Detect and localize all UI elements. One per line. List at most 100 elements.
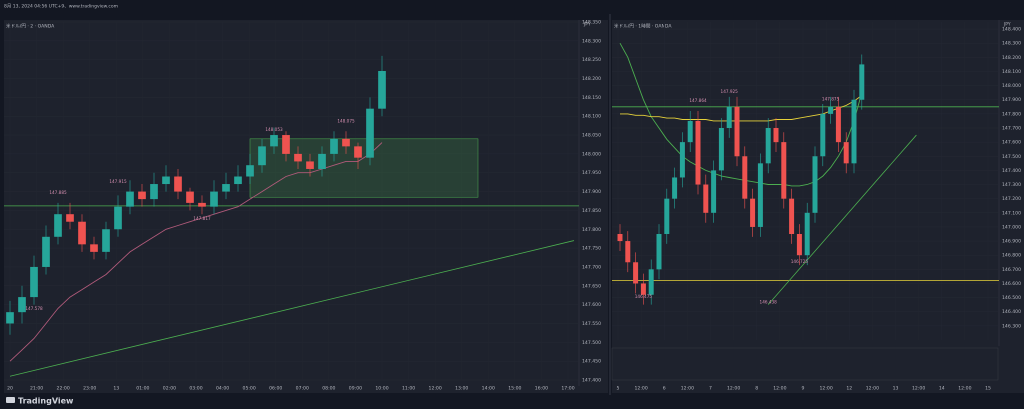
price-annotation: 146.475 (635, 294, 653, 299)
candle-body (640, 283, 646, 295)
candle-body (672, 177, 678, 199)
candle-body (18, 297, 26, 313)
trend-line (9, 240, 575, 377)
x-tick-label: 10:00 (375, 386, 388, 392)
candle-body (648, 269, 654, 295)
candle-body (210, 191, 218, 207)
candle-body (366, 108, 374, 158)
candle-body (804, 212, 810, 256)
y-tick-label: 146.900 (1002, 239, 1021, 245)
candle-body (812, 156, 818, 213)
candle-body (789, 198, 795, 234)
candle-body (150, 184, 158, 200)
x-tick-label: 12:00 (681, 386, 694, 392)
candle-body (66, 214, 74, 222)
candle-body (757, 163, 763, 227)
x-tick-label: 11:00 (402, 386, 415, 392)
y-tick-label: 147.400 (582, 378, 601, 384)
candle-body (90, 244, 98, 252)
candle-body (354, 146, 362, 158)
trend-line (767, 134, 917, 305)
candle-body (711, 170, 717, 213)
candle-body (54, 214, 62, 237)
indicator-pane (611, 347, 999, 381)
price-annotation: 147.885 (49, 190, 67, 195)
x-tick-label: 14:00 (482, 386, 495, 392)
candle-body (742, 156, 748, 199)
candle-body (734, 106, 740, 157)
y-tick-label: 147.800 (582, 227, 601, 233)
y-tick-label: 147.000 (1002, 224, 1021, 230)
candle-body (294, 153, 302, 162)
x-tick-label: 12:00 (866, 386, 879, 392)
x-tick-label: 13 (113, 386, 119, 392)
axis-unit: JPY (583, 22, 591, 28)
candle-body (30, 266, 38, 298)
candle-body (679, 142, 685, 178)
x-tick-label: 08:00 (322, 386, 335, 392)
x-tick-label: 21:00 (30, 386, 43, 392)
candle-body (114, 206, 122, 230)
candle-body (318, 153, 326, 169)
moving-average (9, 142, 383, 362)
candle-body (617, 234, 623, 242)
candle-body (198, 202, 206, 207)
y-tick-label: 148.000 (1002, 83, 1021, 89)
x-tick-label: 12:00 (429, 386, 442, 392)
y-tick-label: 148.200 (1002, 55, 1021, 61)
header: 8月 13, 2024 04:56 UTC+9、www.tradingview.… (4, 4, 118, 10)
x-tick-label: 06:00 (269, 386, 282, 392)
x-tick-label: 13 (893, 386, 899, 392)
y-tick-label: 148.000 (582, 151, 601, 157)
x-tick-label: 07:00 (296, 386, 309, 392)
candle-body (718, 128, 724, 171)
y-tick-label: 148.300 (582, 38, 601, 44)
x-tick-label: 9 (802, 386, 805, 392)
candle-body (695, 120, 701, 185)
price-annotation: 147.578 (25, 306, 43, 311)
y-tick-label: 147.400 (1002, 168, 1021, 174)
y-tick-label: 147.800 (1002, 111, 1021, 117)
y-tick-label: 148.300 (1002, 41, 1021, 47)
price-annotation: 146.438 (760, 299, 778, 304)
x-tick-label: 09:00 (349, 386, 362, 392)
candle-body (820, 113, 826, 157)
candle-body (246, 165, 254, 177)
candle-body (773, 128, 779, 143)
candle-body (828, 106, 834, 114)
price-annotation: 146.725 (791, 259, 809, 264)
y-tick-label: 148.100 (1002, 69, 1021, 75)
candle-body (851, 99, 857, 164)
y-tick-label: 148.100 (582, 114, 601, 120)
x-tick-label: 12:00 (773, 386, 786, 392)
y-tick-label: 147.300 (1002, 182, 1021, 188)
x-tick-label: 17:00 (561, 386, 574, 392)
left-pane (4, 20, 608, 393)
y-tick-label: 147.500 (1002, 154, 1021, 160)
candle-body (42, 236, 50, 267)
x-tick-label: 8 (755, 386, 758, 392)
candle-body (625, 241, 631, 263)
y-tick-label: 147.650 (582, 283, 601, 289)
candle-body (102, 229, 110, 252)
x-tick-label: 12 (846, 386, 852, 392)
candle-body (781, 142, 787, 199)
candle-body (859, 64, 865, 100)
y-tick-label: 148.400 (1002, 27, 1021, 33)
y-tick-label: 147.850 (582, 208, 601, 214)
price-annotation: 147.925 (721, 89, 739, 94)
candle-body (664, 198, 670, 234)
candle-body (750, 198, 756, 227)
x-tick-label: 5 (617, 386, 620, 392)
y-tick-label: 147.500 (582, 340, 601, 346)
x-tick-label: 13:00 (455, 386, 468, 392)
candle-body (687, 120, 693, 143)
candle-body (703, 184, 709, 213)
x-tick-label: 20 (7, 386, 13, 392)
candle-body (835, 106, 841, 143)
candle-body (222, 184, 230, 192)
y-tick-label: 148.250 (582, 57, 601, 63)
x-tick-label: 14 (939, 386, 945, 392)
